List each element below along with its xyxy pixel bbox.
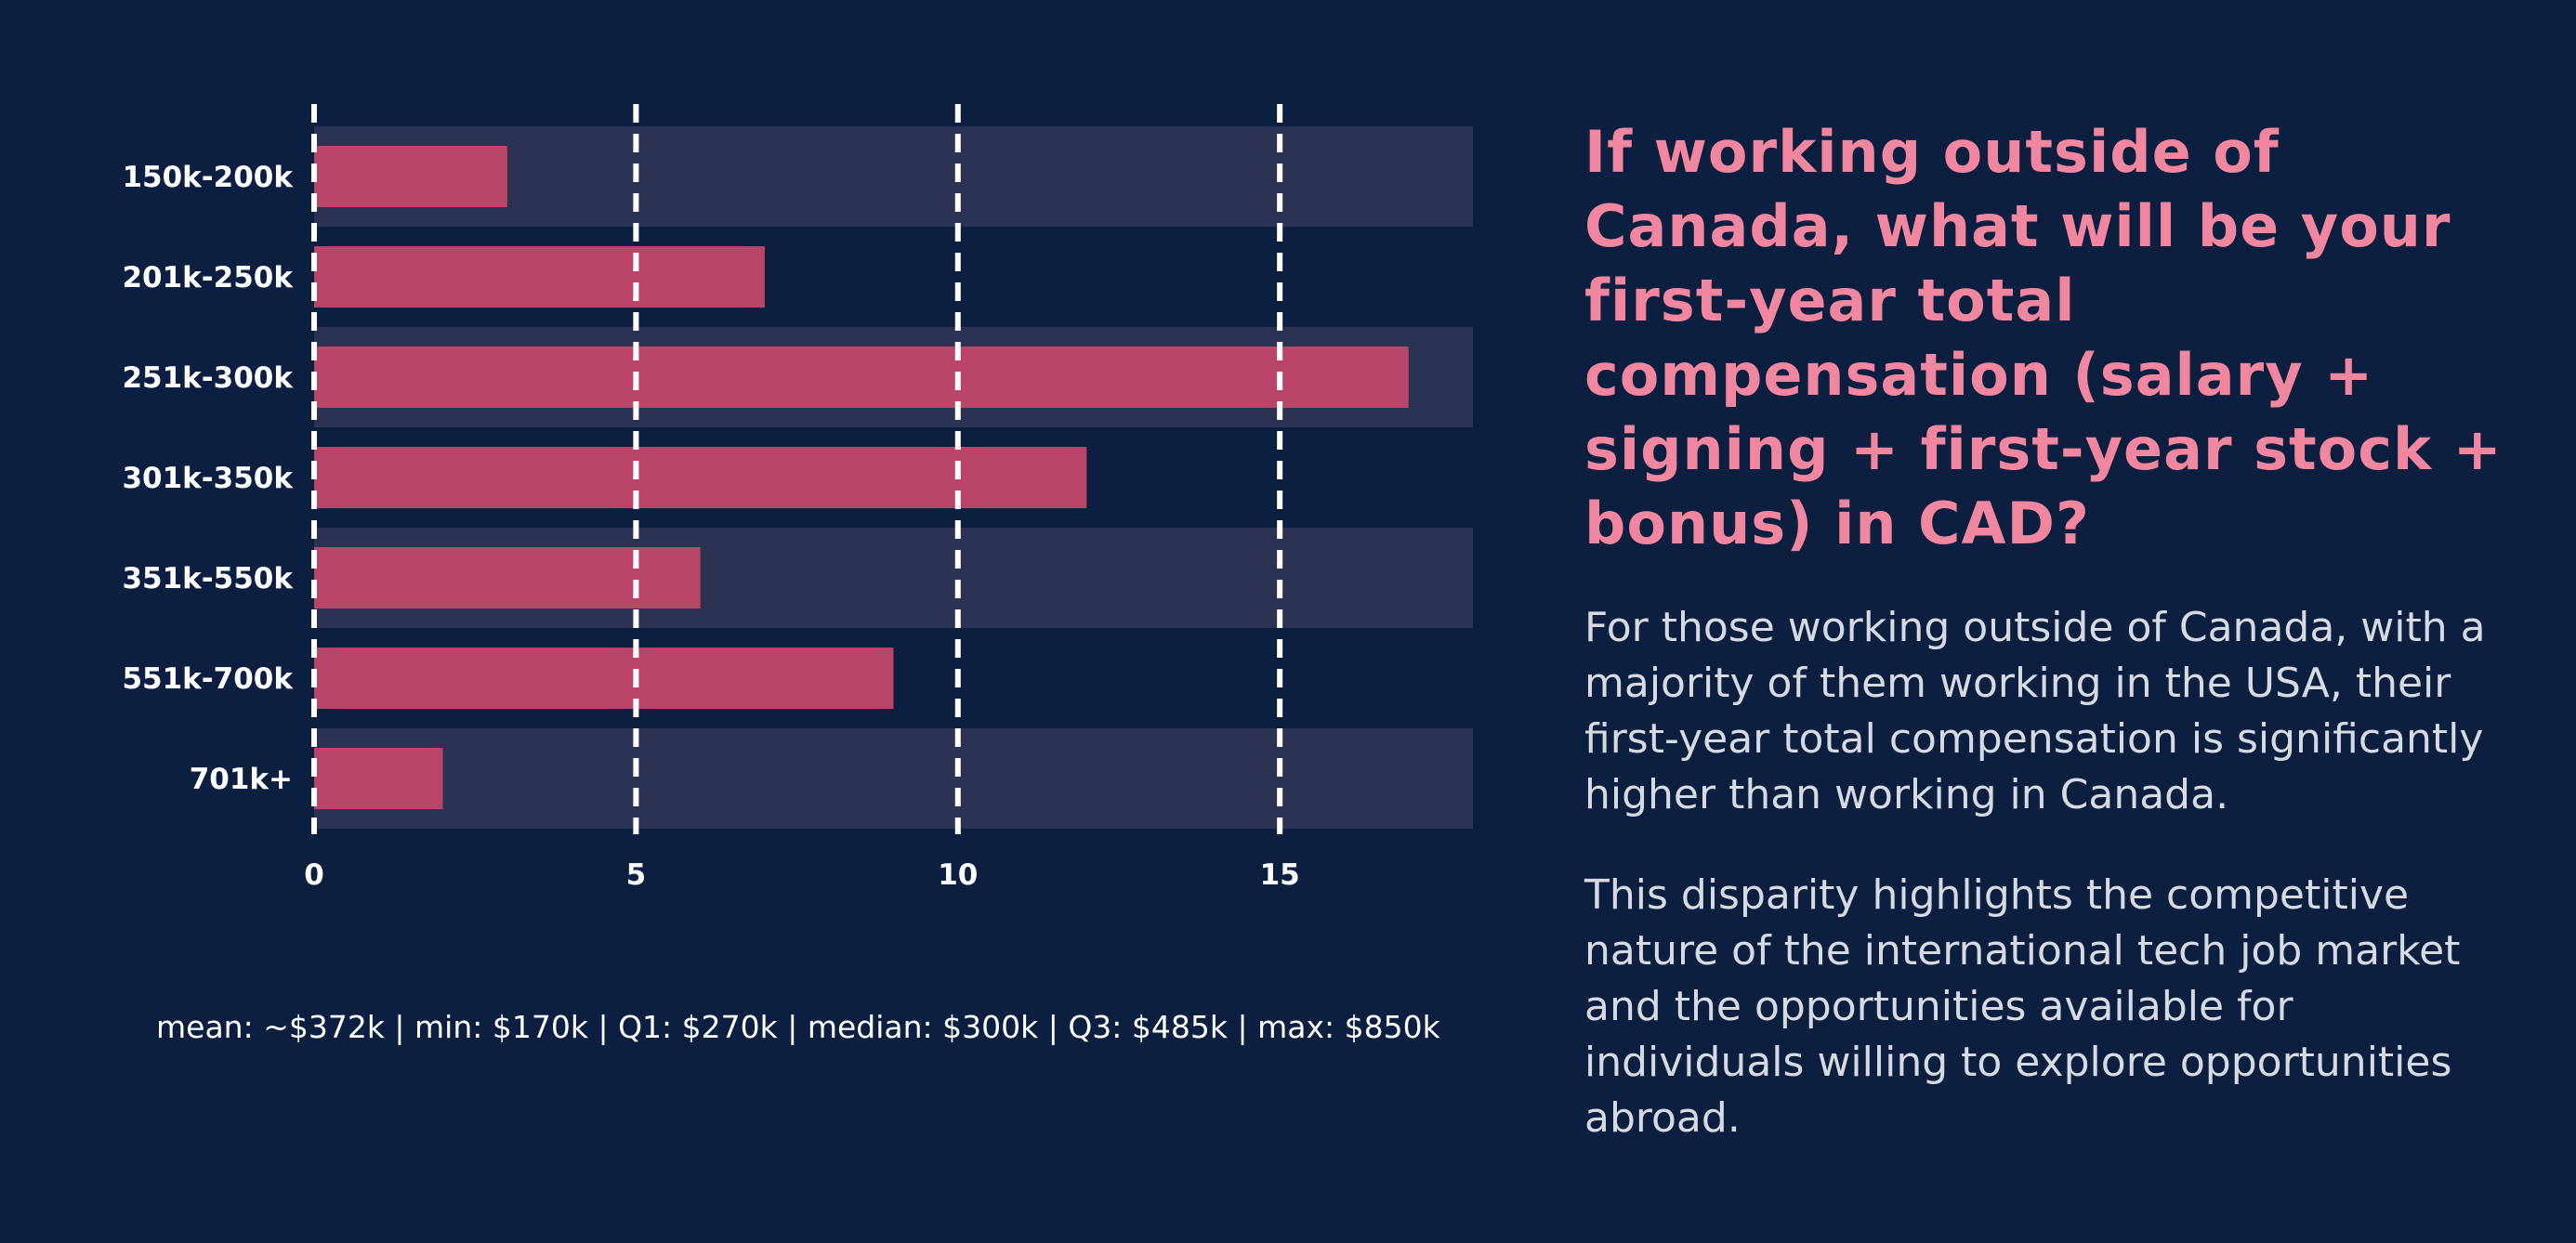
panel-paragraph-2: This disparity highlights the competitiv… [1584, 871, 2461, 1142]
x-tick-label: 10 [938, 858, 978, 892]
bar-551k-700k [314, 648, 894, 709]
bar-301k-350k [314, 447, 1087, 508]
bar-251k-300k [314, 347, 1409, 408]
category-label: 201k-250k [122, 261, 294, 294]
bar-150k-200k [314, 146, 507, 207]
row-band [314, 728, 1473, 829]
category-label: 150k-200k [122, 161, 294, 194]
panel-title: If working outside of Canada, what will … [1584, 118, 2503, 557]
category-labels: 150k-200k 201k-250k 251k-300k 301k-350k 351k… [122, 161, 294, 796]
gridlines [311, 104, 1283, 834]
compensation-bar-chart: 150k-200k 201k-250k 251k-300k 301k-350k 351k… [122, 104, 1473, 892]
x-tick-label: 5 [626, 858, 647, 892]
bar-701k+ [314, 748, 443, 809]
stats-summary: mean: ~$372k | min: $170k | Q1: $270k | … [156, 1009, 1440, 1045]
category-label: 251k-300k [122, 361, 294, 395]
category-label: 301k-350k [122, 462, 294, 495]
x-tick-labels: 0 5 10 15 [304, 858, 1300, 892]
x-tick-label: 0 [304, 858, 324, 892]
text-panel: If working outside of Canada, what will … [1584, 115, 2514, 1146]
panel-paragraph-1: For those working outside of Canada, wit… [1584, 604, 2486, 818]
category-label: 351k-550k [122, 562, 294, 595]
category-label: 551k-700k [122, 662, 294, 696]
bar-351k-550k [314, 547, 701, 608]
x-tick-label: 15 [1260, 858, 1300, 892]
category-label: 701k+ [190, 763, 293, 796]
bar-201k-250k [314, 246, 765, 307]
bars [314, 146, 1409, 809]
